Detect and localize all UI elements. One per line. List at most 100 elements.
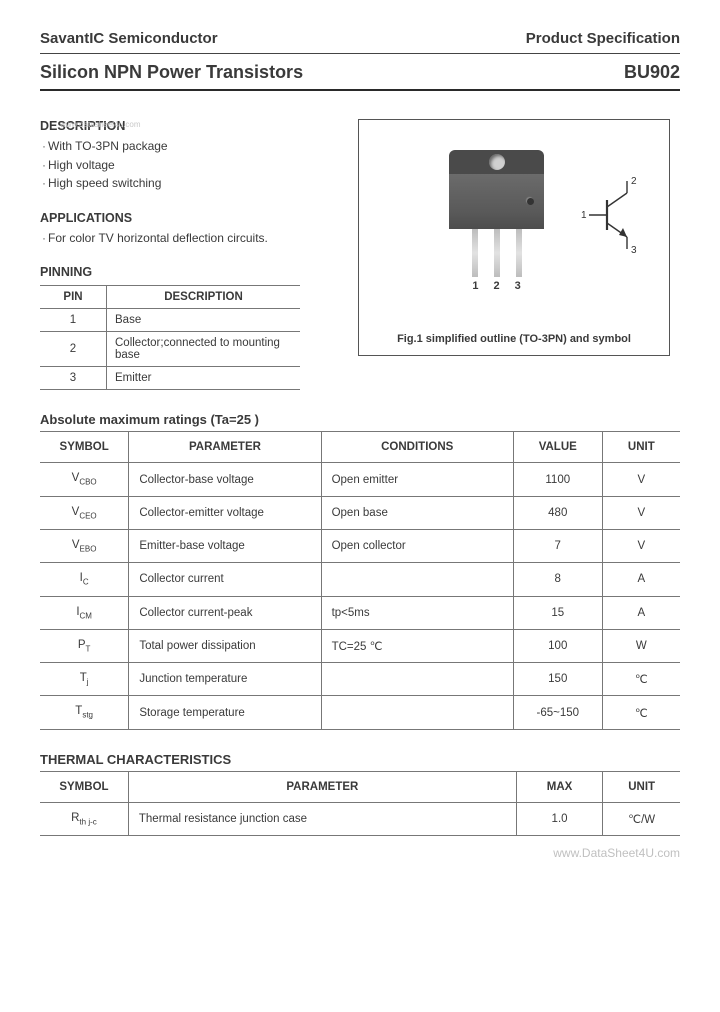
product-family: Silicon NPN Power Transistors [40,62,303,83]
col-header: PARAMETER [128,771,516,802]
unit-cell: ℃ [602,663,680,696]
cond-cell: Open collector [321,529,513,562]
footer-watermark: www.DataSheet4U.com [553,846,680,860]
table-row: TjJunction temperature150℃ [40,663,680,696]
param-cell: Storage temperature [129,696,321,729]
param-cell: Thermal resistance junction case [128,802,516,835]
value-cell: 1100 [513,463,602,496]
lead-num: 2 [493,280,499,292]
lead-num: 1 [472,280,478,292]
ratings-heading: Absolute maximum ratings (Ta=25 ) [40,412,680,427]
figure-caption: Fig.1 simplified outline (TO-3PN) and sy… [359,333,669,345]
table-row: VCEOCollector-emitter voltageOpen base48… [40,496,680,529]
col-header: PARAMETER [129,432,321,463]
unit-cell: A [602,596,680,629]
list-item: For color TV horizontal deflection circu… [42,229,340,248]
col-header: SYMBOL [40,432,129,463]
description-list: With TO-3PN package High voltage High sp… [40,137,340,193]
col-header: UNIT [602,432,680,463]
col-header: MAX [516,771,603,802]
unit-cell: ℃/W [603,802,680,835]
lead-numbers: 1 2 3 [449,280,544,292]
symbol-cell: VCBO [40,463,129,496]
cond-cell [321,663,513,696]
value-cell: 8 [513,563,602,596]
table-row: 2 Collector;connected to mounting base [40,332,300,367]
cond-cell: Open emitter [321,463,513,496]
watermark: www.datasheet4u.com [60,120,141,129]
figure-box: 1 2 3 1 2 3 Fig.1 simplified outline (TO… [358,119,670,356]
symbol-cell: PT [40,629,129,662]
header-row: SavantIC Semiconductor Product Specifica… [40,30,680,53]
package-body [449,174,544,229]
pin-desc: Emitter [107,367,301,390]
thermal-table: SYMBOL PARAMETER MAX UNIT Rth j-c Therma… [40,771,680,836]
list-item: High voltage [42,156,340,175]
pin-number: 3 [40,367,107,390]
svg-text:2: 2 [631,176,637,187]
unit-cell: ℃ [602,696,680,729]
datasheet-page: SavantIC Semiconductor Product Specifica… [40,0,680,856]
ratings-table: SYMBOL PARAMETER CONDITIONS VALUE UNIT V… [40,431,680,729]
param-cell: Junction temperature [129,663,321,696]
table-row: TstgStorage temperature -65~150℃ [40,696,680,729]
cond-cell [321,696,513,729]
param-cell: Collector current-peak [129,596,321,629]
pinning-heading: PINNING [40,265,340,279]
thermal-heading: THERMAL CHARACTERISTICS [40,752,680,767]
unit-cell: W [602,629,680,662]
col-header: PIN [40,286,107,309]
table-row: Rth j-c Thermal resistance junction case… [40,802,680,835]
table-row: 3 Emitter [40,367,300,390]
list-item: High speed switching [42,174,340,193]
doc-type: Product Specification [526,30,680,47]
pin-desc: Base [107,309,301,332]
svg-text:3: 3 [631,245,637,255]
left-column: DESCRIPTION With TO-3PN package High vol… [40,119,340,390]
applications-list: For color TV horizontal deflection circu… [40,229,340,248]
table-row: 1 Base [40,309,300,332]
symbol-cell: VEBO [40,529,129,562]
leads [449,229,544,277]
cond-cell: tp<5ms [321,596,513,629]
table-row: VEBOEmitter-base voltageOpen collector7V [40,529,680,562]
value-cell: 7 [513,529,602,562]
lead [472,229,478,277]
col-header: CONDITIONS [321,432,513,463]
param-cell: Emitter-base voltage [129,529,321,562]
value-cell: 15 [513,596,602,629]
symbol-cell: Tstg [40,696,129,729]
title-row: Silicon NPN Power Transistors BU902 [40,54,680,89]
package-tab [449,150,544,174]
unit-cell: V [602,496,680,529]
pin-number: 1 [40,309,107,332]
company-name: SavantIC Semiconductor [40,30,218,47]
col-header: SYMBOL [40,771,128,802]
cond-cell: TC=25 ℃ [321,629,513,662]
table-row: ICCollector current8A [40,563,680,596]
applications-heading: APPLICATIONS [40,211,340,225]
lead [516,229,522,277]
param-cell: Total power dissipation [129,629,321,662]
unit-cell: A [602,563,680,596]
pin-number: 2 [40,332,107,367]
part-number: BU902 [624,62,680,83]
max-cell: 1.0 [516,802,603,835]
symbol-cell: Rth j-c [40,802,128,835]
value-cell: 100 [513,629,602,662]
table-row: VCBOCollector-base voltageOpen emitter11… [40,463,680,496]
mounting-hole [489,154,505,170]
table-header-row: PIN DESCRIPTION [40,286,300,309]
col-header: UNIT [603,771,680,802]
top-section: DESCRIPTION With TO-3PN package High vol… [40,119,680,390]
col-header: VALUE [513,432,602,463]
param-cell: Collector current [129,563,321,596]
pin-desc: Collector;connected to mounting base [107,332,301,367]
unit-cell: V [602,529,680,562]
divider [40,89,680,91]
value-cell: 480 [513,496,602,529]
value-cell: 150 [513,663,602,696]
lead [494,229,500,277]
symbol-cell: ICM [40,596,129,629]
value-cell: -65~150 [513,696,602,729]
